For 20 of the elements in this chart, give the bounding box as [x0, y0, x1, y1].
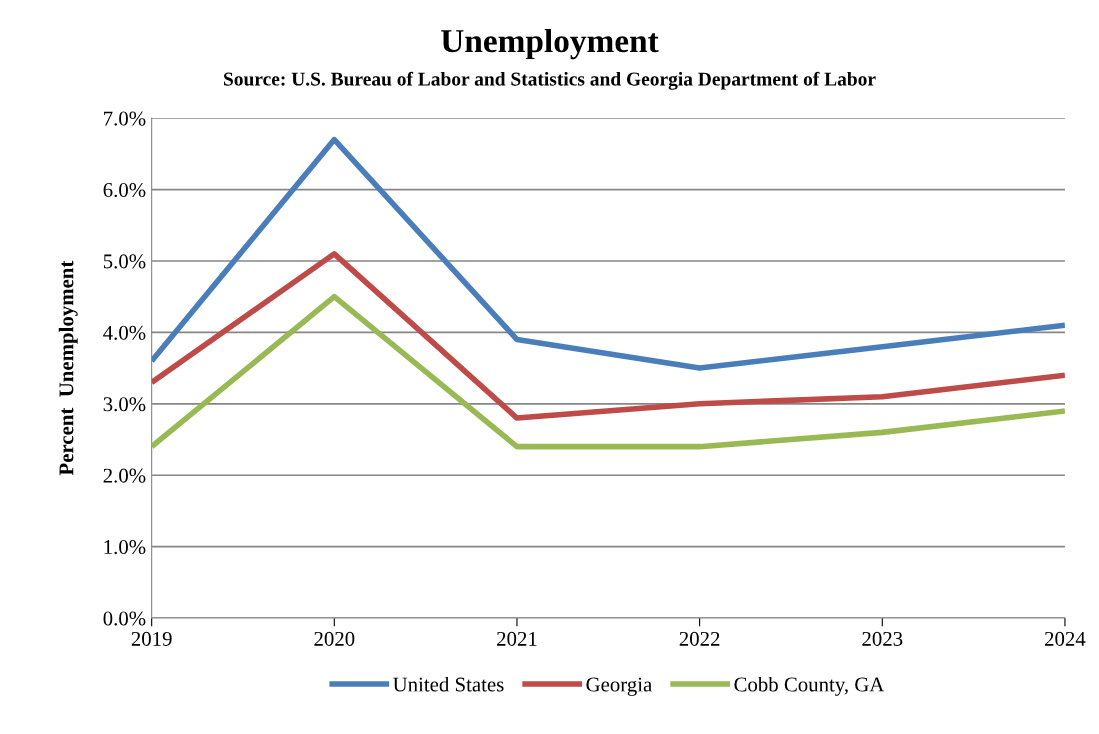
x-tick-label: 2024 [1045, 631, 1086, 646]
y-axis-title: Percent Unemployment [58, 260, 78, 476]
x-tick-label: 2021 [497, 631, 537, 646]
y-tick-label: 3.0% [103, 397, 146, 412]
y-tick-label: 4.0% [103, 325, 146, 340]
x-tick-label: 2019 [131, 631, 172, 646]
y-tick-label: 1.0% [104, 539, 146, 555]
legend-label: Cobb County, GA [734, 676, 885, 696]
y-tick-label: 5.0% [103, 254, 146, 269]
x-tick-label: 2023 [862, 631, 903, 646]
y-tick-label: 0.0% [103, 611, 146, 626]
x-tick-label: 2020 [314, 631, 355, 646]
y-tick-label: 6.0% [103, 182, 146, 198]
legend-label: Georgia [586, 677, 652, 696]
chart-subtitle: Source: U.S. Bureau of Labor and Statistics and Georgia Department of Labor [224, 71, 876, 90]
y-tick-label: 2.0% [103, 468, 146, 483]
y-tick-label: 7.0% [104, 111, 146, 126]
chart-title: Unemployment [441, 28, 659, 60]
x-tick-label: 2022 [679, 631, 720, 646]
legend-label: United States [393, 676, 504, 692]
